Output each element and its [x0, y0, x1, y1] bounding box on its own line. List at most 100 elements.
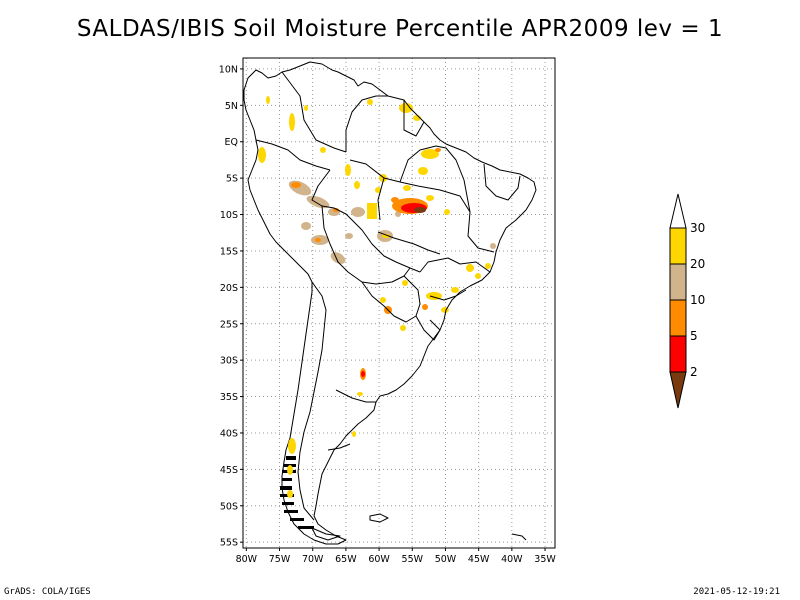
border-brazil-states-3 [419, 257, 491, 273]
colorbar-label-10: 10 [690, 293, 705, 307]
patch-peru-3 [306, 195, 330, 209]
lon-tick-label: 70W [302, 554, 324, 565]
coastline [243, 61, 537, 545]
lat-tick-label: 5S [226, 174, 238, 185]
patch-mato-grosso-1 [367, 203, 377, 219]
border-colombia [281, 71, 347, 153]
fjord-10 [298, 526, 314, 529]
lat-tick-label: 50S [220, 501, 238, 512]
border-bolivia [321, 205, 411, 285]
fjord-7 [282, 502, 294, 505]
fjord-9 [290, 518, 304, 521]
colorbar-segment-lt2 [669, 371, 687, 409]
latitude-axis: 10N 5N EQ 5S 10S 15S 20S 25S 30S 35S 40S 45S 50S 55S [219, 64, 243, 549]
map-title: SALDAS/IBIS Soil Moisture Percentile APR… [76, 16, 724, 42]
chile-fjords [280, 456, 314, 529]
border-paraguay [361, 275, 421, 323]
lat-tick-label: 20S [220, 283, 238, 294]
lat-tick-label: 45S [220, 465, 238, 476]
border-uruguay [415, 315, 441, 341]
border-brazil-states-6 [349, 159, 385, 221]
lat-tick-label: 55S [220, 538, 238, 549]
patch-peru-8 [315, 238, 321, 242]
lon-tick-label: 80W [236, 554, 258, 565]
patch-argentina-4 [352, 431, 356, 437]
lon-tick-label: 50W [435, 554, 457, 565]
lat-tick-label: 10S [220, 210, 238, 221]
patch-north-3 [304, 105, 308, 111]
border-ecuador-peru [255, 139, 331, 171]
patch-peru-2 [291, 182, 301, 188]
tierra-del-fuego [311, 527, 341, 541]
patch-chile-1 [288, 438, 296, 454]
border-argentina-1 [335, 389, 376, 403]
patch-se-3 [485, 263, 491, 269]
border-brazil-states-5 [483, 163, 521, 201]
patch-amazon-mouth-2 [435, 148, 441, 152]
lat-tick-label: 30S [220, 356, 238, 367]
patch-amazon-5 [418, 167, 428, 175]
lon-tick-label: 75W [269, 554, 291, 565]
colorbar-segment-gt30 [669, 193, 687, 229]
patch-bolivia-1 [330, 252, 346, 264]
colorbar-segment-20-30 [669, 227, 687, 265]
patch-paraguay-2 [380, 297, 386, 303]
lat-tick-label: 15S [220, 246, 238, 257]
lon-tick-label: 60W [368, 554, 390, 565]
patch-se-4 [490, 243, 496, 249]
patch-se-6 [422, 304, 428, 310]
patch-para-4 [391, 197, 399, 203]
continent-outline [243, 61, 537, 545]
patch-north-2 [320, 147, 326, 153]
fjord-6 [280, 494, 294, 497]
colorbar: 2 5 10 20 30 [669, 193, 705, 409]
percentile-patches [258, 96, 496, 437]
colorbar-segment-5-10 [669, 299, 687, 337]
patch-se-1 [466, 264, 474, 272]
footer-credit: GrADS: COLA/IGES [4, 587, 91, 597]
footer-timestamp: 2021-05-12-19:21 [693, 587, 780, 597]
lon-tick-label: 40W [501, 554, 523, 565]
border-brazil-states-1 [383, 177, 495, 253]
patch-argentina-2 [361, 371, 365, 377]
fjord-5 [280, 486, 292, 490]
lon-tick-label: 45W [468, 554, 490, 565]
colorbar-label-30: 30 [690, 221, 705, 235]
falklands [369, 513, 389, 523]
patch-north-5 [367, 99, 373, 105]
fjord-8 [284, 510, 298, 513]
patch-para-5 [426, 195, 434, 201]
lon-tick-label: 65W [335, 554, 357, 565]
patch-peru-6 [301, 222, 311, 230]
longitude-axis: 80W 75W 70W 65W 60W 55W 50W 45W 40W 35W [236, 548, 556, 565]
colorbar-segment-10-20 [669, 263, 687, 301]
border-brazil-states-2 [399, 145, 471, 213]
border-brazil-states-7 [429, 289, 467, 301]
gridlines [243, 58, 555, 548]
patch-rondonia [351, 207, 365, 217]
lat-tick-label: EQ [225, 137, 238, 148]
lon-tick-label: 35W [534, 554, 556, 565]
border-argentina-2 [327, 443, 351, 451]
patch-se-2 [475, 273, 481, 279]
patch-argentina-3 [357, 392, 363, 396]
patch-peru-1 [288, 180, 312, 196]
border-brazil-peru [311, 169, 421, 273]
patch-north-4 [266, 96, 270, 104]
lat-tick-label: 40S [220, 428, 238, 439]
lat-tick-label: 35S [220, 392, 238, 403]
patch-amazon-mouth [421, 149, 439, 159]
patch-para-7 [444, 209, 450, 215]
border-venezuela [345, 95, 388, 152]
patch-amazon-4 [375, 187, 381, 193]
island-sg [511, 533, 527, 541]
patch-chile-3 [287, 490, 293, 498]
patch-mato-grosso-3 [382, 234, 390, 238]
fjord-1 [286, 456, 296, 460]
map-frame [242, 57, 556, 549]
border-brazil-states-4 [377, 231, 441, 255]
patch-amazon-1 [345, 164, 351, 176]
patch-peru-5 [333, 208, 339, 212]
patch-north-6 [399, 103, 413, 113]
colorbar-label-5: 5 [690, 329, 698, 343]
